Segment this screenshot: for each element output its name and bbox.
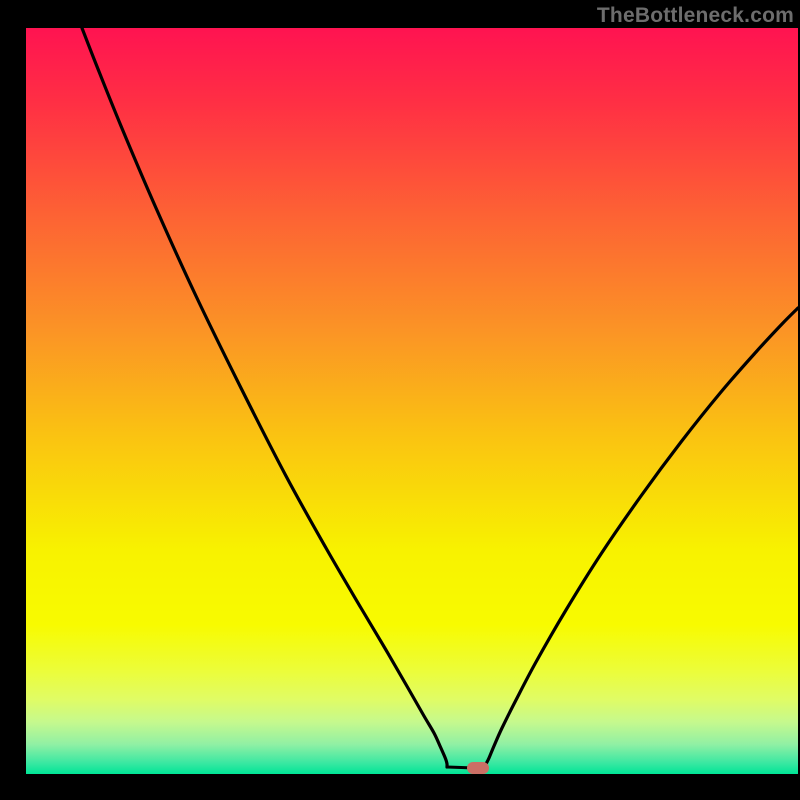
curve-layer	[26, 28, 798, 774]
curve-left-branch	[82, 28, 447, 767]
watermark-text: TheBottleneck.com	[597, 4, 794, 28]
plot-area	[26, 28, 798, 774]
curve-right-branch	[484, 308, 798, 768]
chart-canvas: TheBottleneck.com	[0, 0, 800, 800]
minimum-marker	[467, 762, 489, 774]
